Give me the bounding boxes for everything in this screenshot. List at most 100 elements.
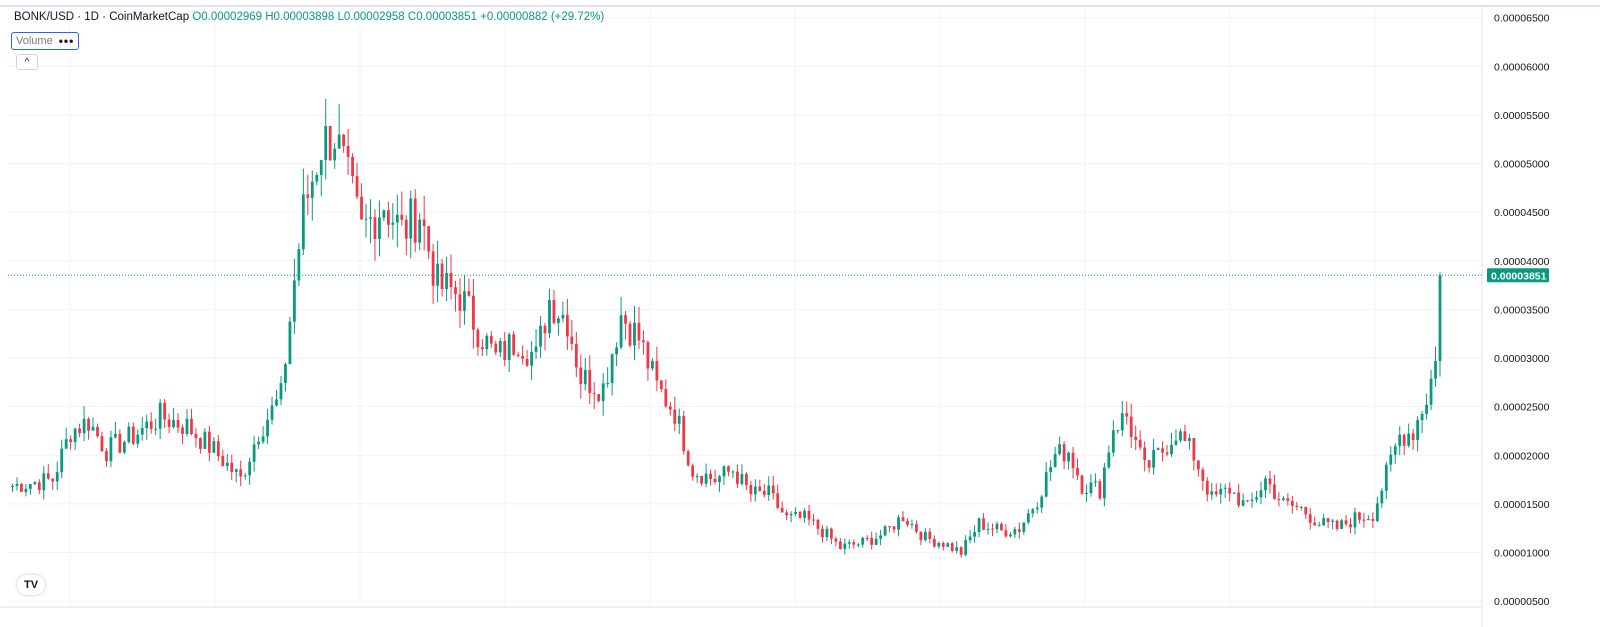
candle <box>489 331 493 349</box>
candle <box>615 342 618 366</box>
candle <box>709 469 712 486</box>
candle <box>677 408 681 434</box>
candle <box>190 408 193 436</box>
candle <box>485 333 489 356</box>
candle <box>946 542 950 548</box>
candle <box>1304 506 1308 520</box>
candle <box>158 399 162 440</box>
candle <box>69 435 73 450</box>
candle <box>1331 518 1334 530</box>
candle <box>382 209 386 222</box>
candle <box>1434 346 1437 387</box>
candle <box>704 463 708 488</box>
high-label: H <box>265 11 274 23</box>
candle <box>1013 526 1017 539</box>
candle <box>1120 400 1124 437</box>
candle <box>445 256 448 302</box>
low-value: 0.00002958 <box>343 11 405 23</box>
candle <box>207 425 211 462</box>
candle <box>1053 446 1057 468</box>
more-options-icon[interactable]: ••• <box>58 34 75 48</box>
candle <box>1389 446 1393 472</box>
candle <box>1313 516 1317 526</box>
candle <box>42 466 46 500</box>
candle <box>476 327 480 356</box>
candle <box>865 535 869 542</box>
y-tick-label: 0.00004000 <box>1494 256 1550 268</box>
candle <box>731 470 735 478</box>
candle <box>691 463 695 481</box>
tradingview-logo[interactable]: TV <box>17 575 45 595</box>
candle <box>328 125 332 161</box>
candle <box>870 531 874 550</box>
candle <box>252 435 256 472</box>
candle <box>794 507 797 517</box>
price-axis[interactable]: 0.00000500 0.00001000 0.00001500 0.00002000… <box>8 13 1550 608</box>
candle <box>1192 437 1196 471</box>
candle <box>494 340 498 356</box>
volume-indicator-chip[interactable]: Volume ••• <box>11 32 80 50</box>
candle <box>1138 430 1142 451</box>
candle <box>46 464 50 481</box>
candle <box>597 393 601 403</box>
candle <box>1219 483 1223 504</box>
candle <box>1375 496 1379 523</box>
candle <box>977 517 981 538</box>
candle <box>266 408 269 444</box>
candle <box>373 209 377 261</box>
candle <box>758 479 762 492</box>
candle <box>973 525 976 543</box>
candle <box>1017 522 1021 539</box>
candle <box>574 331 578 378</box>
candle <box>203 427 207 449</box>
candle <box>364 204 368 238</box>
candle <box>516 351 520 358</box>
candle <box>337 103 341 150</box>
candle <box>1129 403 1133 448</box>
candle <box>1179 428 1182 443</box>
candle <box>1026 509 1030 525</box>
y-tick-label: 0.00002500 <box>1494 402 1550 414</box>
candle <box>60 439 64 479</box>
chevron-up-icon: ^ <box>24 56 30 68</box>
candle <box>11 483 14 493</box>
candlestick-series <box>11 98 1442 558</box>
candle <box>592 382 596 410</box>
candle <box>771 475 775 500</box>
candle <box>167 413 171 434</box>
candle <box>923 528 927 542</box>
candle <box>964 535 968 557</box>
candle <box>995 521 999 533</box>
candle <box>624 310 627 340</box>
candle <box>628 321 632 348</box>
candle <box>619 296 623 350</box>
candle <box>655 346 659 392</box>
candle <box>261 426 265 444</box>
candle <box>1308 507 1312 530</box>
candle <box>78 423 81 438</box>
symbol-title: BONK/USD · 1D · CoinMarketCap <box>14 11 190 23</box>
candle <box>610 353 614 396</box>
candle <box>230 454 234 481</box>
candle <box>1174 429 1178 446</box>
candle <box>37 479 41 495</box>
candle <box>1402 433 1406 456</box>
candle <box>552 289 556 325</box>
candle <box>114 421 117 439</box>
candle <box>270 396 274 425</box>
y-tick-label: 0.00003000 <box>1494 353 1550 365</box>
candle <box>1062 441 1066 470</box>
candle <box>472 279 475 349</box>
candle <box>986 522 990 535</box>
candle <box>355 162 359 200</box>
collapse-legend-button[interactable]: ^ <box>16 54 38 70</box>
candle <box>803 508 806 523</box>
candle <box>96 423 99 438</box>
candle <box>982 513 985 531</box>
volume-label: Volume <box>16 35 53 47</box>
candle <box>1353 507 1357 535</box>
last-price-label: 0.00003851 <box>1491 270 1547 282</box>
candle <box>1241 493 1245 507</box>
candle <box>163 399 167 429</box>
